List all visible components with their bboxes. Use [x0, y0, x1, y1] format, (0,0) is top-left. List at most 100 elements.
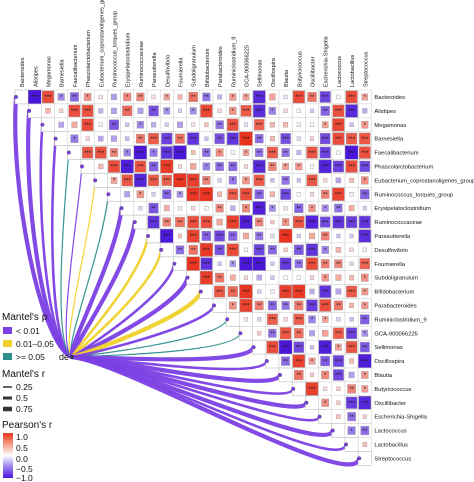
significance-mark: **: [191, 248, 196, 254]
heatmap-cell: [347, 412, 356, 422]
significance-mark: *: [271, 206, 274, 212]
legend-mantel-p-title: Mantel's p: [2, 312, 48, 323]
heatmap-cell: [123, 92, 132, 102]
heatmap-cell: [161, 174, 173, 186]
col-label-oscillibacter: Oscillibacter: [311, 56, 317, 87]
heatmap-cell: [283, 317, 288, 322]
pearson-tick-1: 0.5: [16, 443, 28, 453]
heatmap-cell: [309, 372, 315, 378]
significance-mark: ***: [335, 123, 343, 129]
mantel-link-ruminococcaceae: [69, 219, 137, 360]
significance-mark: *: [73, 137, 76, 143]
significance-mark: **: [204, 234, 209, 240]
mantel-node-oscillibacter: [304, 400, 309, 405]
heatmap-cell: [228, 161, 238, 172]
significance-mark: **: [257, 137, 262, 143]
significance-mark: ***: [31, 95, 39, 101]
heatmap-cell: [307, 92, 317, 102]
significance-mark: **: [204, 151, 209, 157]
heatmap-cell: [281, 148, 290, 157]
heatmap-cell: [269, 136, 275, 142]
significance-mark: ***: [190, 234, 198, 240]
heatmap-cell: [345, 396, 358, 409]
column-labels: Bacteroides Alistipes Megamonas Barnesiella…: [20, 0, 369, 87]
significance-mark: ***: [322, 304, 330, 310]
significance-mark: **: [296, 331, 301, 337]
heatmap-cell: [98, 94, 103, 100]
significance-mark: ***: [308, 151, 316, 157]
col-label-oscillospira: Oscillospira: [271, 57, 277, 87]
mantel-link-parasutterella: [70, 234, 150, 359]
heatmap-cell: [137, 107, 144, 114]
significance-mark: ***: [242, 262, 250, 268]
col-label-gca-900066225: GCA-900066225: [245, 45, 251, 87]
heatmap-cell: [124, 191, 131, 198]
heatmap-cell: [134, 160, 147, 173]
significance-mark: ***: [84, 151, 92, 157]
heatmap-cell: [296, 178, 301, 183]
significance-mark: **: [362, 192, 367, 198]
significance-mark: ***: [322, 137, 330, 143]
significance-mark: ***: [348, 165, 356, 171]
heatmap-cell: [358, 229, 371, 243]
significance-mark: *: [364, 95, 367, 101]
pearson-tick-4: −1.0: [16, 473, 33, 482]
mantel-node-subdoligranulum: [185, 275, 190, 280]
heatmap-cell: [358, 215, 371, 229]
heatmap-cell: [294, 259, 303, 269]
significance-mark: ***: [84, 109, 92, 115]
significance-mark: ***: [348, 401, 356, 407]
significance-mark: ***: [242, 220, 250, 226]
heatmap-cell: [135, 133, 145, 144]
row-label-streptococcus: Streptococcus: [374, 456, 411, 462]
heatmap-cell: [190, 163, 197, 170]
heatmap-cell: [214, 133, 225, 145]
row-label-alistipes: Alistipes: [374, 109, 396, 115]
heatmap-cell: [177, 94, 183, 100]
significance-mark: *: [324, 276, 327, 282]
row-label-lactococcus: Lactococcus: [374, 429, 406, 435]
heatmap-cell: [108, 160, 120, 173]
heatmap-cell: [358, 146, 371, 159]
heatmap-cell: [188, 244, 198, 255]
heatmap-cell: [229, 274, 236, 281]
significance-mark: ***: [44, 95, 52, 101]
heatmap-cell: [308, 357, 316, 365]
significance-mark: ***: [242, 109, 250, 115]
row-label-fournierella: Fournierella: [374, 262, 405, 268]
heatmap-cell: [334, 259, 343, 269]
heatmap-cell: [283, 275, 288, 280]
significance-mark: *: [86, 95, 89, 101]
heatmap-cell: [305, 382, 319, 396]
heatmap-cell: [189, 107, 197, 115]
heatmap-cell: [269, 122, 275, 128]
heatmap-cell: [345, 90, 358, 104]
heatmap-cell: [98, 122, 103, 127]
heatmap-cell: [320, 355, 331, 367]
heatmap-cell: [347, 384, 356, 394]
heatmap-cell: [217, 108, 222, 113]
col-label-ruminococcaceae: Ruminococcaceae: [139, 41, 145, 87]
mantel-node-parabacteroides: [212, 303, 216, 308]
significance-mark: ***: [322, 165, 330, 171]
significance-mark: **: [323, 262, 328, 268]
significance-mark: **: [217, 123, 222, 129]
heatmap-cell: [163, 107, 171, 115]
heatmap-cell: [320, 231, 330, 241]
row-labels: Bacteroides Alistipes Megamonas Barnesiella…: [374, 95, 474, 462]
heatmap-cell: [177, 206, 183, 211]
heatmap-cell: [361, 301, 369, 310]
significance-mark: **: [257, 220, 262, 226]
mantel-node-streptococcus: [357, 456, 362, 461]
heatmap-cell: [163, 93, 170, 101]
col-label-alistipes: Alistipes: [33, 66, 39, 87]
significance-mark: **: [270, 304, 275, 310]
heatmap-cell: [228, 301, 237, 310]
heatmap-cell: [321, 398, 329, 407]
mantel-node-megamonas: [40, 122, 45, 127]
significance-mark: *: [284, 165, 287, 171]
heatmap-cell: [332, 132, 345, 145]
significance-mark: ***: [71, 109, 79, 115]
heatmap-cell: [336, 94, 341, 100]
heatmap-cell: [215, 272, 225, 283]
